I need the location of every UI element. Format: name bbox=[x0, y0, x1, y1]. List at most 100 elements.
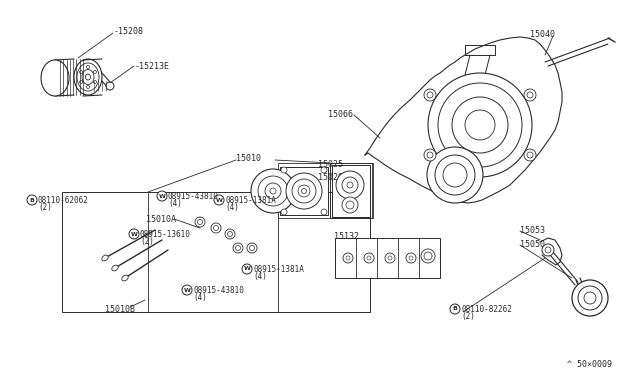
Circle shape bbox=[427, 147, 483, 203]
Circle shape bbox=[524, 89, 536, 101]
Text: 08915-1381A: 08915-1381A bbox=[225, 196, 276, 205]
Circle shape bbox=[542, 244, 554, 256]
Circle shape bbox=[342, 177, 358, 193]
Circle shape bbox=[195, 217, 205, 227]
Circle shape bbox=[452, 97, 508, 153]
Circle shape bbox=[250, 246, 255, 250]
Circle shape bbox=[129, 229, 139, 239]
Circle shape bbox=[427, 152, 433, 158]
Ellipse shape bbox=[112, 265, 118, 271]
Ellipse shape bbox=[102, 255, 108, 261]
Circle shape bbox=[346, 256, 350, 260]
Circle shape bbox=[385, 253, 395, 263]
Circle shape bbox=[424, 252, 432, 260]
Circle shape bbox=[247, 243, 257, 253]
Text: 15010A: 15010A bbox=[146, 215, 176, 224]
Text: 15020: 15020 bbox=[318, 173, 343, 182]
Bar bbox=[62, 192, 370, 312]
Circle shape bbox=[524, 149, 536, 161]
Ellipse shape bbox=[122, 275, 128, 281]
Text: W: W bbox=[216, 198, 223, 202]
Circle shape bbox=[465, 110, 495, 140]
Circle shape bbox=[27, 195, 37, 205]
Text: 08915-43810: 08915-43810 bbox=[193, 286, 244, 295]
Circle shape bbox=[424, 89, 436, 101]
Circle shape bbox=[225, 229, 235, 239]
Circle shape bbox=[270, 188, 276, 194]
Circle shape bbox=[211, 223, 221, 233]
Circle shape bbox=[424, 149, 436, 161]
Text: 08110-82262: 08110-82262 bbox=[461, 305, 512, 314]
Bar bbox=[332, 165, 370, 217]
Circle shape bbox=[233, 243, 243, 253]
Circle shape bbox=[409, 256, 413, 260]
Circle shape bbox=[346, 201, 354, 209]
Circle shape bbox=[93, 80, 97, 83]
Circle shape bbox=[388, 256, 392, 260]
Text: 08915-13610: 08915-13610 bbox=[140, 230, 191, 239]
Text: (4): (4) bbox=[193, 293, 207, 302]
Circle shape bbox=[198, 219, 202, 224]
Circle shape bbox=[242, 264, 252, 274]
Text: 15132: 15132 bbox=[334, 232, 359, 241]
Circle shape bbox=[406, 253, 416, 263]
Bar bbox=[278, 163, 373, 218]
Bar bbox=[330, 163, 372, 218]
Circle shape bbox=[301, 189, 307, 193]
Text: 08915-1381A: 08915-1381A bbox=[253, 265, 304, 274]
Circle shape bbox=[86, 86, 90, 89]
Text: W: W bbox=[184, 288, 191, 292]
Circle shape bbox=[258, 176, 288, 206]
Text: (2): (2) bbox=[38, 203, 52, 212]
Circle shape bbox=[236, 246, 241, 250]
Text: ^ 50×0009: ^ 50×0009 bbox=[567, 360, 612, 369]
Text: (4): (4) bbox=[253, 272, 267, 281]
Circle shape bbox=[578, 286, 602, 310]
Text: B: B bbox=[29, 198, 35, 202]
Text: 15053: 15053 bbox=[520, 226, 545, 235]
Ellipse shape bbox=[41, 60, 69, 96]
Text: W: W bbox=[159, 193, 165, 199]
Bar bbox=[280, 167, 328, 215]
Circle shape bbox=[281, 209, 287, 215]
Circle shape bbox=[86, 65, 90, 68]
Text: 15050: 15050 bbox=[520, 240, 545, 249]
Circle shape bbox=[227, 231, 232, 237]
Circle shape bbox=[93, 71, 97, 74]
Text: 08110-62062: 08110-62062 bbox=[38, 196, 89, 205]
Circle shape bbox=[79, 71, 83, 74]
Text: W: W bbox=[131, 231, 138, 237]
Circle shape bbox=[421, 249, 435, 263]
Text: (4): (4) bbox=[225, 203, 239, 212]
Circle shape bbox=[292, 179, 316, 203]
Circle shape bbox=[347, 182, 353, 188]
Circle shape bbox=[572, 280, 608, 316]
Ellipse shape bbox=[86, 74, 90, 80]
Ellipse shape bbox=[74, 59, 102, 95]
Text: 15040: 15040 bbox=[530, 30, 555, 39]
Polygon shape bbox=[540, 238, 562, 265]
Circle shape bbox=[364, 253, 374, 263]
Ellipse shape bbox=[77, 63, 99, 91]
Text: (2): (2) bbox=[461, 312, 475, 321]
Circle shape bbox=[182, 285, 192, 295]
Text: 15025: 15025 bbox=[318, 160, 343, 169]
Circle shape bbox=[427, 92, 433, 98]
Circle shape bbox=[321, 167, 327, 173]
Text: -15213E: -15213E bbox=[135, 62, 170, 71]
Circle shape bbox=[435, 155, 475, 195]
Circle shape bbox=[265, 183, 281, 199]
Text: B: B bbox=[452, 307, 458, 311]
Circle shape bbox=[584, 292, 596, 304]
Circle shape bbox=[367, 256, 371, 260]
Ellipse shape bbox=[82, 70, 94, 84]
Circle shape bbox=[251, 169, 295, 213]
Text: -15208: -15208 bbox=[114, 27, 144, 36]
Circle shape bbox=[342, 197, 358, 213]
Circle shape bbox=[438, 83, 522, 167]
Circle shape bbox=[336, 171, 364, 199]
Ellipse shape bbox=[106, 82, 114, 90]
Text: W: W bbox=[244, 266, 250, 272]
Text: 15010B: 15010B bbox=[105, 305, 135, 314]
Circle shape bbox=[527, 92, 533, 98]
